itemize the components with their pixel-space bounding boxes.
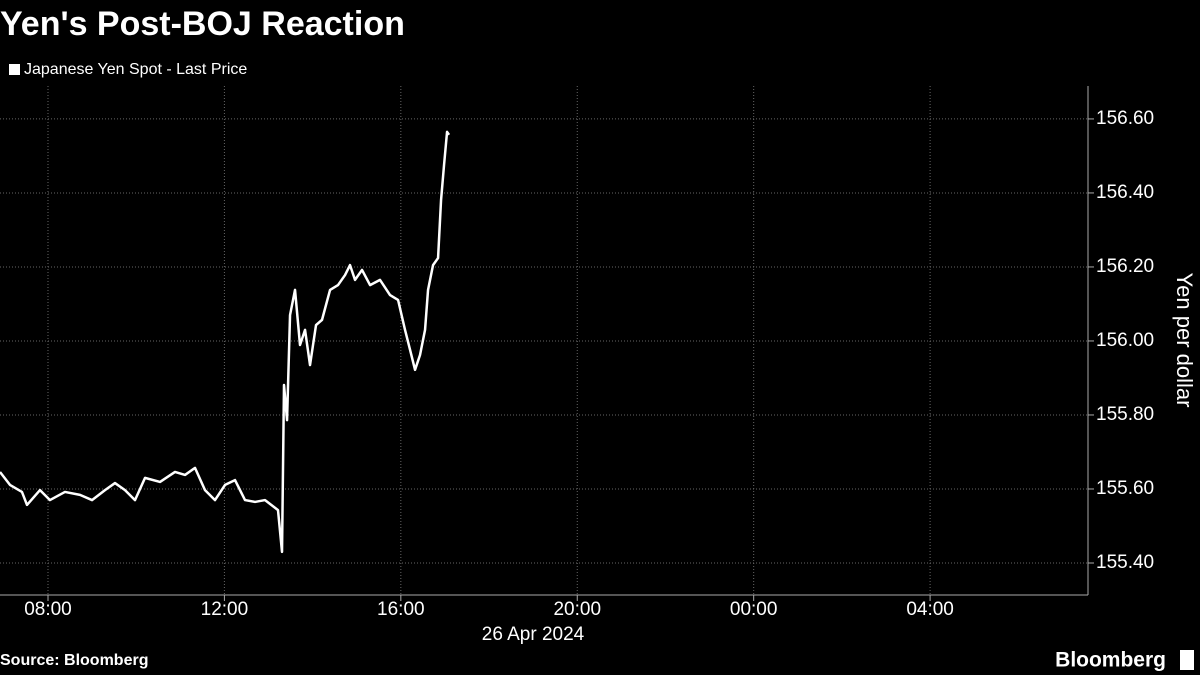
x-tick-label: 16:00: [377, 599, 425, 620]
x-tick-label: 12:00: [201, 599, 249, 620]
x-axis-sublabel: 26 Apr 2024: [482, 624, 585, 645]
y-tick-label: 156.40: [1096, 182, 1154, 203]
x-tick-label: 08:00: [24, 599, 72, 620]
y-tick-label: 155.40: [1096, 552, 1154, 573]
x-tick-label: 04:00: [906, 599, 954, 620]
line-series: [0, 130, 451, 554]
y-tick-label: 156.60: [1096, 108, 1154, 129]
y-tick-label: 155.80: [1096, 404, 1154, 425]
logo-icon: [1180, 650, 1194, 670]
y-tick-label: 156.20: [1096, 256, 1154, 277]
x-tick-label: 20:00: [553, 599, 601, 620]
x-tick-label: 00:00: [730, 599, 778, 620]
y-tick-label: 155.60: [1096, 478, 1154, 499]
y-tick-label: 156.00: [1096, 330, 1154, 351]
legend-swatch: [9, 64, 20, 75]
chart-title: Yen's Post-BOJ Reaction: [0, 5, 405, 43]
logo: Bloomberg: [1055, 649, 1166, 672]
y-axis-label: Yen per dollar: [1172, 273, 1197, 408]
source: Source: Bloomberg: [0, 652, 148, 669]
legend-label: Japanese Yen Spot - Last Price: [24, 61, 247, 78]
